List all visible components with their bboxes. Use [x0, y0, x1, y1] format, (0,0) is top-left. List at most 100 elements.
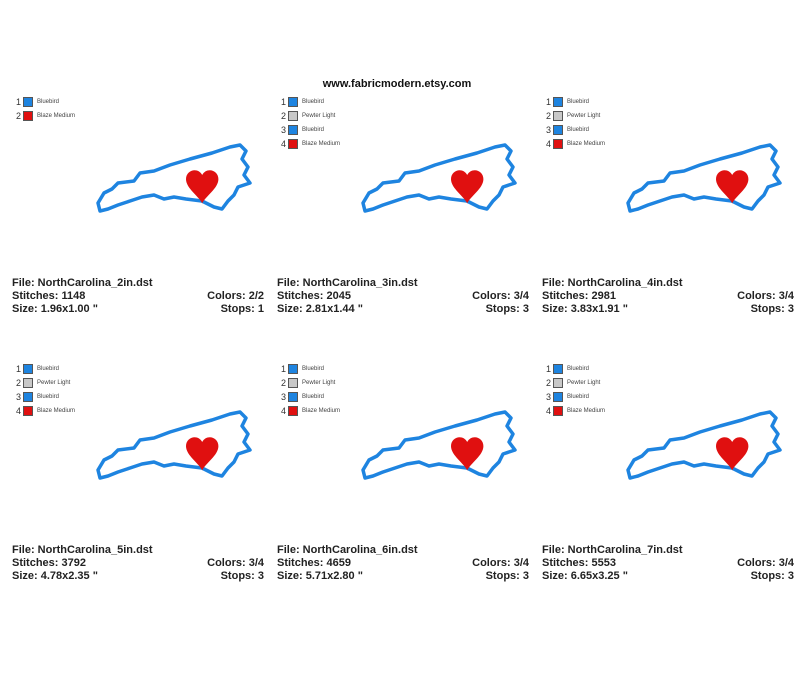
- color-swatch: [553, 378, 563, 388]
- color-swatch: [288, 97, 298, 107]
- design-size: Size: 4.78x2.35 ": [12, 570, 98, 582]
- legend-row: 3 Bluebird: [542, 390, 605, 404]
- state-outline: [626, 410, 782, 480]
- legend-number: 2: [545, 378, 551, 388]
- legend-color-name: Bluebird: [302, 127, 325, 133]
- legend-number: 1: [545, 364, 551, 374]
- state-outline: [96, 143, 252, 213]
- legend-number: 4: [545, 139, 551, 149]
- north-carolina-outline-icon: [626, 410, 782, 480]
- state-outline: [96, 410, 252, 480]
- design-info: File: NorthCarolina_2in.dst Stitches: 114…: [12, 277, 264, 316]
- stitch-count: Stitches: 2045: [277, 290, 351, 302]
- legend-color-name: Bluebird: [302, 366, 325, 372]
- design-size: Size: 5.71x2.80 ": [277, 570, 363, 582]
- color-count: Colors: 2/2: [207, 290, 264, 302]
- legend-number: 2: [280, 111, 286, 121]
- color-swatch: [288, 364, 298, 374]
- legend-row: 2 Blaze Medium: [12, 109, 75, 123]
- design-panel-7in: 1 Bluebird 2 Pewter Light 3 Bluebird 4 Blaze Me…: [542, 362, 794, 612]
- color-swatch: [23, 364, 33, 374]
- design-info: File: NorthCarolina_3in.dst Stitches: 204…: [277, 277, 529, 316]
- file-name: File: NorthCarolina_3in.dst: [277, 277, 418, 289]
- legend-row: 1 Bluebird: [12, 362, 75, 376]
- north-carolina-outline-icon: [96, 143, 252, 213]
- legend-row: 4 Blaze Medium: [12, 404, 75, 418]
- design-info: File: NorthCarolina_4in.dst Stitches: 298…: [542, 277, 794, 316]
- design-info: File: NorthCarolina_5in.dst Stitches: 379…: [12, 544, 264, 583]
- legend-color-name: Bluebird: [567, 394, 590, 400]
- stop-count: Stops: 3: [750, 303, 794, 315]
- stitch-count: Stitches: 5553: [542, 557, 616, 569]
- legend-number: 1: [15, 97, 21, 107]
- color-count: Colors: 3/4: [737, 290, 794, 302]
- north-carolina-outline-icon: [361, 410, 517, 480]
- legend-number: 1: [15, 364, 21, 374]
- color-count: Colors: 3/4: [207, 557, 264, 569]
- state-outline: [626, 143, 782, 213]
- legend-color-name: Bluebird: [567, 99, 590, 105]
- thread-color-legend: 1 Bluebird 2 Pewter Light 3 Bluebird 4 Blaze Me…: [277, 362, 340, 418]
- legend-number: 2: [545, 111, 551, 121]
- legend-number: 2: [15, 378, 21, 388]
- color-swatch: [553, 139, 563, 149]
- legend-number: 1: [545, 97, 551, 107]
- legend-color-name: Blaze Medium: [37, 113, 76, 119]
- legend-number: 4: [15, 406, 21, 416]
- legend-row: 1 Bluebird: [542, 362, 605, 376]
- color-swatch: [23, 392, 33, 402]
- color-swatch: [23, 111, 33, 121]
- legend-color-name: Bluebird: [567, 127, 590, 133]
- heart-icon: [716, 170, 749, 204]
- legend-row: 1 Bluebird: [12, 95, 75, 109]
- legend-number: 2: [15, 111, 21, 121]
- legend-row: 1 Bluebird: [277, 95, 340, 109]
- stop-count: Stops: 3: [485, 570, 529, 582]
- heart-icon: [451, 170, 484, 204]
- state-outline: [361, 143, 517, 213]
- color-swatch: [288, 125, 298, 135]
- legend-number: 4: [280, 139, 286, 149]
- legend-number: 3: [545, 392, 551, 402]
- color-swatch: [553, 406, 563, 416]
- color-swatch: [288, 406, 298, 416]
- heart-icon: [716, 437, 749, 471]
- color-swatch: [553, 125, 563, 135]
- legend-color-name: Pewter Light: [302, 380, 336, 386]
- legend-row: 2 Pewter Light: [542, 109, 605, 123]
- heart-icon: [186, 170, 219, 204]
- stitch-count: Stitches: 2981: [542, 290, 616, 302]
- legend-row: 4 Blaze Medium: [277, 404, 340, 418]
- legend-color-name: Pewter Light: [302, 113, 336, 119]
- thread-color-legend: 1 Bluebird 2 Pewter Light 3 Bluebird 4 Blaze Me…: [277, 95, 340, 151]
- state-outline: [361, 410, 517, 480]
- color-swatch: [553, 392, 563, 402]
- stitch-count: Stitches: 4659: [277, 557, 351, 569]
- legend-row: 2 Pewter Light: [542, 376, 605, 390]
- legend-color-name: Pewter Light: [37, 380, 71, 386]
- design-panel-2in: 1 Bluebird 2 Blaze Medium File: NorthCarolin…: [12, 95, 270, 345]
- file-name: File: NorthCarolina_4in.dst: [542, 277, 683, 289]
- legend-row: 4 Blaze Medium: [542, 137, 605, 151]
- design-size: Size: 3.83x1.91 ": [542, 303, 628, 315]
- legend-number: 4: [280, 406, 286, 416]
- legend-color-name: Blaze Medium: [302, 408, 341, 414]
- legend-color-name: Blaze Medium: [302, 141, 341, 147]
- thread-color-legend: 1 Bluebird 2 Pewter Light 3 Bluebird 4 Blaze Me…: [542, 95, 605, 151]
- stop-count: Stops: 3: [750, 570, 794, 582]
- stop-count: Stops: 3: [485, 303, 529, 315]
- color-swatch: [553, 97, 563, 107]
- legend-row: 2 Pewter Light: [277, 109, 340, 123]
- file-name: File: NorthCarolina_5in.dst: [12, 544, 153, 556]
- legend-row: 3 Bluebird: [542, 123, 605, 137]
- legend-color-name: Pewter Light: [567, 380, 601, 386]
- legend-number: 4: [545, 406, 551, 416]
- color-swatch: [288, 139, 298, 149]
- color-count: Colors: 3/4: [472, 557, 529, 569]
- color-swatch: [553, 111, 563, 121]
- north-carolina-outline-icon: [361, 143, 517, 213]
- stitch-count: Stitches: 3792: [12, 557, 86, 569]
- file-name: File: NorthCarolina_6in.dst: [277, 544, 418, 556]
- design-panel-3in: 1 Bluebird 2 Pewter Light 3 Bluebird 4 Blaze Me…: [277, 95, 535, 345]
- legend-color-name: Bluebird: [302, 394, 325, 400]
